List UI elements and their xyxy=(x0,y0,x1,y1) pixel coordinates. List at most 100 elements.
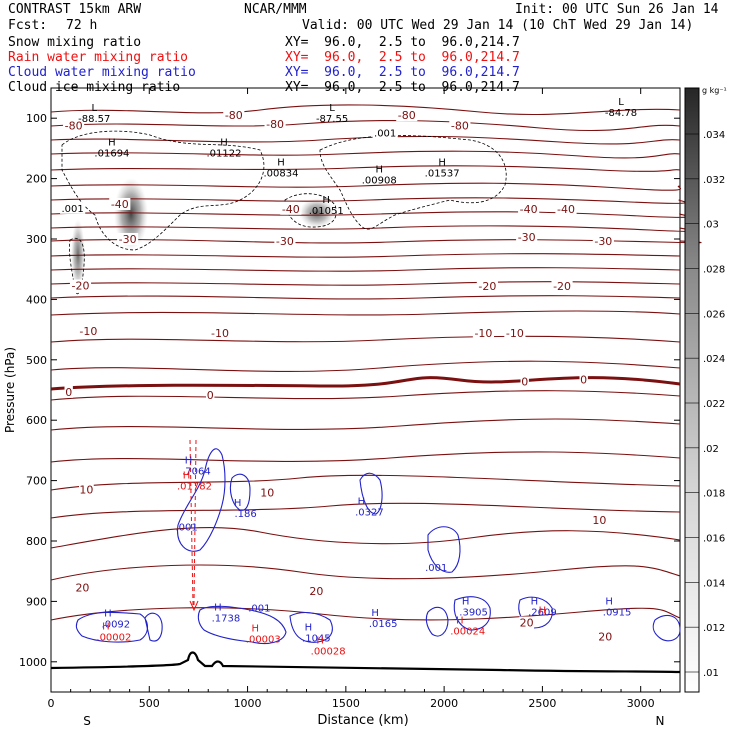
colorbar-unit: g kg⁻¹ xyxy=(702,86,727,95)
temp-contour-line xyxy=(50,360,681,372)
cloud-ice-value: .00834 xyxy=(263,168,298,179)
cloud-water-value: .0092 xyxy=(102,619,131,630)
field-snow-name: Snow mixing ratio xyxy=(8,35,142,50)
cloud-water-contour xyxy=(144,612,163,642)
temperature-label: -80 xyxy=(266,118,284,131)
temperature-label: 0 xyxy=(580,374,587,387)
colorbar-tick-label: .034 xyxy=(703,130,725,141)
temperature-label-bg xyxy=(259,486,275,499)
temperature-label-bg xyxy=(280,202,302,215)
cloud-water-value: .2609 xyxy=(528,607,557,618)
cloud-ice-value: .01122 xyxy=(206,148,241,159)
axes: 0 500 1000 1500 2000 2500 30001002003004005006… xyxy=(19,88,681,710)
freezing-level-contour xyxy=(50,376,681,391)
snow-blob xyxy=(299,198,335,228)
x-axis-label: Distance (km) xyxy=(317,713,408,728)
temperature-label: -30 xyxy=(276,235,294,248)
cloud-water-value: .001 xyxy=(425,563,447,574)
cloud-ice-value: .00908 xyxy=(362,176,397,187)
snow-blob xyxy=(114,178,148,250)
contour-labels: -80 -80 -80 -80 -80 -40 -40 -40 -40 -30 -30 -30 -30 -… xyxy=(60,97,637,658)
y-tick-label: 500 xyxy=(26,354,47,367)
temperature-label-bg xyxy=(75,581,90,594)
rain-water-max-marker: H xyxy=(539,605,547,616)
left-endpoint-label: S xyxy=(83,714,91,728)
cloud-water-value: .001 xyxy=(248,604,270,615)
cloud-ice-value: .001 xyxy=(61,204,83,215)
temperature-label-bg xyxy=(396,109,418,122)
temperature-label-bg xyxy=(476,280,498,293)
cloud-water-contour xyxy=(453,596,491,631)
temp-contour-line xyxy=(50,182,682,191)
cloud-water-value: .186 xyxy=(234,509,256,520)
cloud-water-max-marker: H xyxy=(605,596,613,607)
temperature-label-bg xyxy=(520,375,529,388)
temp-contour-line xyxy=(50,150,681,159)
colorbar-tick-label: .014 xyxy=(703,578,725,589)
cloud-ice-extremum-marker: H xyxy=(438,157,446,168)
cloud-water-contour xyxy=(359,472,383,515)
cloud-ice-extremum-marker: H xyxy=(220,137,228,148)
colorbar-tick-label: .026 xyxy=(703,309,725,320)
x-tick-label: 3000 xyxy=(627,697,655,710)
temperature-label-bg xyxy=(264,118,286,131)
colorbar-tick-label: .01 xyxy=(703,668,719,679)
field-rain-xy: XY= 96.0, 2.5 to 96.0,214.7 xyxy=(285,50,520,65)
cloud-ice-value: .01051 xyxy=(309,206,344,217)
cloud-ice-value-bg xyxy=(60,202,86,214)
temp-contour-line xyxy=(50,474,681,491)
temperature-label: -20 xyxy=(478,280,496,293)
temperature-label-bg xyxy=(206,388,215,401)
valid-time: Valid: 00 UTC Wed 29 Jan 14 (10 ChT Wed … xyxy=(302,18,694,33)
temperature-label: -10 xyxy=(211,327,229,340)
temperature-label: 20 xyxy=(309,585,323,598)
cloud-ice-value: -88.57 xyxy=(78,114,110,125)
temperature-label-bg xyxy=(109,197,131,210)
colorbar-tick-label: .032 xyxy=(703,175,725,186)
temp-contour-line xyxy=(50,564,681,581)
cloud-ice-extremum-marker: L xyxy=(329,103,335,114)
cloud-ice-value: .01694 xyxy=(94,148,129,159)
temperature-label-bg xyxy=(516,231,538,244)
cloud-water-value: .0165 xyxy=(369,619,398,630)
temperature-label-bg xyxy=(69,279,92,292)
temperature-label: -40 xyxy=(111,198,129,211)
rain-water-max-marker: H xyxy=(183,471,191,482)
cloud-water-max-marker: H xyxy=(214,602,222,613)
x-tick-label: 1500 xyxy=(332,697,360,710)
forecast-hours: 72 h xyxy=(66,18,98,33)
temperature-label: 0 xyxy=(65,386,72,399)
cloud-water-max-marker: H xyxy=(305,622,313,633)
temperature-label-bg xyxy=(551,280,573,293)
cloud-ice-extremum-marker: L xyxy=(91,103,97,114)
cloud-ice-contour xyxy=(319,135,507,230)
temp-contour-line xyxy=(50,335,681,343)
rain-water-max-marker: H xyxy=(102,622,110,633)
cloud-ice-value: -87.55 xyxy=(316,114,348,125)
cloud-water-value: .1045 xyxy=(302,633,331,644)
temperature-label: 10 xyxy=(79,484,93,497)
init-time: Init: 00 UTC Sun 26 Jan 14 xyxy=(515,2,719,17)
temperature-label: 20 xyxy=(75,582,89,595)
cloud-ice-contour xyxy=(61,130,265,251)
temp-contour-line xyxy=(50,119,681,132)
temperature-label-bg xyxy=(518,202,540,215)
colorbar-tick-label: .022 xyxy=(703,399,725,410)
cloud-ice-extremum-marker: H xyxy=(375,165,383,176)
y-tick-label: 900 xyxy=(26,595,47,608)
temp-contour-line xyxy=(50,502,681,519)
field-snow-xy: XY= 96.0, 2.5 to 96.0,214.7 xyxy=(285,35,520,50)
temp-contour-line xyxy=(50,451,681,463)
x-tick-label: 500 xyxy=(139,697,160,710)
cloud-water-max-marker: H xyxy=(531,596,539,607)
cloud-water-contour xyxy=(229,473,251,511)
cloud-ice-value: .001 xyxy=(374,128,396,139)
cloud-water-value: .0327 xyxy=(355,508,384,519)
temperature-label: -80 xyxy=(451,119,469,132)
temperature-label: -20 xyxy=(72,280,90,293)
y-tick-label: 100 xyxy=(26,112,47,125)
cloud-water-max-marker: H xyxy=(185,456,193,467)
cloud-water-value: .0915 xyxy=(603,607,632,618)
temperature-label: 10 xyxy=(592,514,606,527)
cloud-water-value: .7064 xyxy=(182,467,211,478)
